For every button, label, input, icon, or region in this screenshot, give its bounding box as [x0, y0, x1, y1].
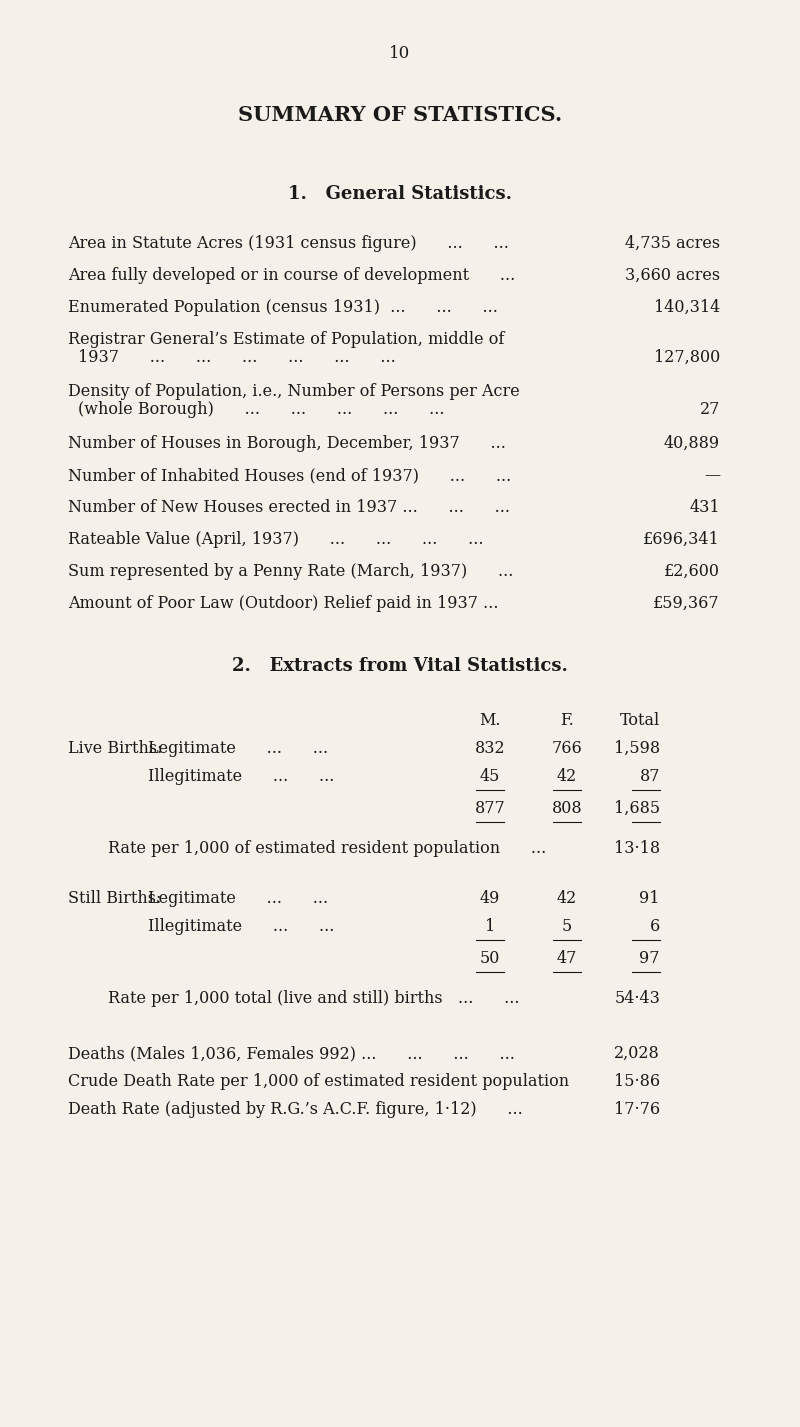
Text: Sum represented by a Penny Rate (March, 1937)      ...: Sum represented by a Penny Rate (March, …: [68, 564, 514, 579]
Text: Death Rate (adjusted by R.G.’s A.C.F. figure, 1·12)      ...: Death Rate (adjusted by R.G.’s A.C.F. fi…: [68, 1102, 522, 1117]
Text: Rate per 1,000 total (live and still) births   ...      ...: Rate per 1,000 total (live and still) bi…: [108, 990, 519, 1007]
Text: 91: 91: [639, 890, 660, 908]
Text: 4,735 acres: 4,735 acres: [625, 235, 720, 253]
Text: Illegitimate      ...      ...: Illegitimate ... ...: [148, 918, 334, 935]
Text: 42: 42: [557, 768, 577, 785]
Text: 1,685: 1,685: [614, 801, 660, 818]
Text: 1937      ...      ...      ...      ...      ...      ...: 1937 ... ... ... ... ... ...: [78, 350, 396, 365]
Text: Amount of Poor Law (Outdoor) Relief paid in 1937 ...: Amount of Poor Law (Outdoor) Relief paid…: [68, 595, 498, 612]
Text: Rate per 1,000 of estimated resident population      ...: Rate per 1,000 of estimated resident pop…: [108, 841, 546, 858]
Text: Still Births:: Still Births:: [68, 890, 162, 908]
Text: 877: 877: [474, 801, 506, 818]
Text: £2,600: £2,600: [664, 564, 720, 579]
Text: 1.   General Statistics.: 1. General Statistics.: [288, 186, 512, 203]
Text: SUMMARY OF STATISTICS.: SUMMARY OF STATISTICS.: [238, 106, 562, 126]
Text: 54·43: 54·43: [614, 990, 660, 1007]
Text: 42: 42: [557, 890, 577, 908]
Text: F.: F.: [560, 712, 574, 729]
Text: 5: 5: [562, 918, 572, 935]
Text: Registrar General’s Estimate of Population, middle of: Registrar General’s Estimate of Populati…: [68, 331, 504, 348]
Text: Deaths (Males 1,036, Females 992) ...      ...      ...      ...: Deaths (Males 1,036, Females 992) ... ..…: [68, 1045, 515, 1062]
Text: 47: 47: [557, 950, 577, 968]
Text: M.: M.: [479, 712, 501, 729]
Text: Number of Inhabited Houses (end of 1937)      ...      ...: Number of Inhabited Houses (end of 1937)…: [68, 467, 511, 484]
Text: 127,800: 127,800: [654, 350, 720, 365]
Text: 1: 1: [485, 918, 495, 935]
Text: 766: 766: [552, 741, 582, 756]
Text: £59,367: £59,367: [654, 595, 720, 612]
Text: —: —: [704, 467, 720, 484]
Text: 2,028: 2,028: [614, 1045, 660, 1062]
Text: 2.   Extracts from Vital Statistics.: 2. Extracts from Vital Statistics.: [232, 656, 568, 675]
Text: Density of Population, i.e., Number of Persons per Acre: Density of Population, i.e., Number of P…: [68, 382, 520, 400]
Text: 40,889: 40,889: [664, 435, 720, 452]
Text: Legitimate      ...      ...: Legitimate ... ...: [148, 741, 328, 756]
Text: Area in Statute Acres (1931 census figure)      ...      ...: Area in Statute Acres (1931 census figur…: [68, 235, 509, 253]
Text: Crude Death Rate per 1,000 of estimated resident population: Crude Death Rate per 1,000 of estimated …: [68, 1073, 569, 1090]
Text: Legitimate      ...      ...: Legitimate ... ...: [148, 890, 328, 908]
Text: (whole Borough)      ...      ...      ...      ...      ...: (whole Borough) ... ... ... ... ...: [78, 401, 445, 418]
Text: 49: 49: [480, 890, 500, 908]
Text: 431: 431: [690, 499, 720, 517]
Text: 10: 10: [390, 46, 410, 61]
Text: Total: Total: [620, 712, 660, 729]
Text: 97: 97: [639, 950, 660, 968]
Text: £696,341: £696,341: [643, 531, 720, 548]
Text: 87: 87: [639, 768, 660, 785]
Text: 50: 50: [480, 950, 500, 968]
Text: 6: 6: [650, 918, 660, 935]
Text: Enumerated Population (census 1931)  ...      ...      ...: Enumerated Population (census 1931) ... …: [68, 300, 498, 315]
Text: 808: 808: [552, 801, 582, 818]
Text: Live Births:: Live Births:: [68, 741, 162, 756]
Text: 1,598: 1,598: [614, 741, 660, 756]
Text: 15·86: 15·86: [614, 1073, 660, 1090]
Text: 13·18: 13·18: [614, 841, 660, 858]
Text: Number of New Houses erected in 1937 ...      ...      ...: Number of New Houses erected in 1937 ...…: [68, 499, 510, 517]
Text: 832: 832: [474, 741, 506, 756]
Text: 45: 45: [480, 768, 500, 785]
Text: Number of Houses in Borough, December, 1937      ...: Number of Houses in Borough, December, 1…: [68, 435, 506, 452]
Text: Area fully developed or in course of development      ...: Area fully developed or in course of dev…: [68, 267, 515, 284]
Text: 3,660 acres: 3,660 acres: [625, 267, 720, 284]
Text: Illegitimate      ...      ...: Illegitimate ... ...: [148, 768, 334, 785]
Text: 17·76: 17·76: [614, 1102, 660, 1117]
Text: 27: 27: [700, 401, 720, 418]
Text: 140,314: 140,314: [654, 300, 720, 315]
Text: Rateable Value (April, 1937)      ...      ...      ...      ...: Rateable Value (April, 1937) ... ... ...…: [68, 531, 483, 548]
